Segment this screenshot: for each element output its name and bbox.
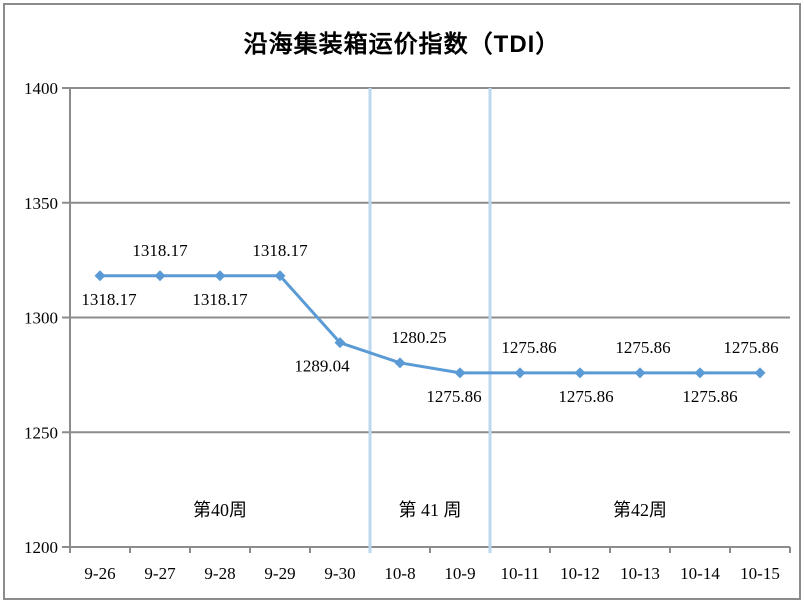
data-label-10-8: 1280.25 (391, 328, 446, 347)
y-axis-label-1200: 1200 (24, 538, 58, 557)
data-point-marker-9-27 (154, 270, 166, 282)
data-label-10-12: 1275.86 (558, 387, 613, 406)
x-axis-label-9-30: 9-30 (324, 564, 355, 583)
y-axis-label-1400: 1400 (24, 79, 58, 98)
data-label-9-26: 1318.17 (81, 290, 137, 309)
x-axis-label-10-13: 10-13 (620, 564, 660, 583)
data-label-10-11: 1275.86 (501, 338, 556, 357)
data-label-9-28: 1318.17 (192, 290, 248, 309)
week-label-2: 第42周 (613, 500, 667, 520)
data-point-marker-10-11 (514, 367, 526, 379)
y-axis-label-1300: 1300 (24, 309, 58, 328)
data-label-10-14: 1275.86 (682, 387, 737, 406)
x-axis-label-10-9: 10-9 (444, 564, 475, 583)
data-point-marker-10-9 (454, 367, 466, 379)
series-line-TDI (98, 274, 762, 375)
data-point-marker-9-26 (94, 270, 106, 282)
data-label-10-13: 1275.86 (615, 338, 670, 357)
x-axis-label-10-8: 10-8 (384, 564, 415, 583)
data-point-marker-9-30 (334, 337, 346, 349)
week-label-1: 第 41 周 (399, 500, 462, 520)
x-axis-label-9-29: 9-29 (264, 564, 295, 583)
chart-title: 沿海集装箱运价指数（TDI） (243, 31, 561, 58)
x-axis-label-9-28: 9-28 (204, 564, 235, 583)
y-axis-label-1350: 1350 (24, 194, 58, 213)
x-axis-label-10-12: 10-12 (560, 564, 600, 583)
data-point-marker-10-15 (754, 367, 766, 379)
data-label-9-30: 1289.04 (294, 357, 350, 376)
data-label-9-29: 1318.17 (252, 241, 308, 260)
x-axis-label-10-14: 10-14 (680, 564, 720, 583)
x-axis-label-10-15: 10-15 (740, 564, 780, 583)
data-point-marker-10-8 (394, 357, 406, 369)
data-point-marker-10-12 (574, 367, 586, 379)
data-label-10-9: 1275.86 (426, 387, 481, 406)
x-axis-label-9-27: 9-27 (144, 564, 176, 583)
x-axis-label-9-26: 9-26 (84, 564, 115, 583)
week-label-0: 第40周 (193, 500, 247, 520)
data-label-9-27: 1318.17 (132, 241, 188, 260)
y-axis-label-1250: 1250 (24, 423, 58, 442)
data-point-marker-10-14 (694, 367, 706, 379)
data-point-marker-10-13 (634, 367, 646, 379)
data-label-10-15: 1275.86 (723, 338, 778, 357)
x-axis-label-10-11: 10-11 (500, 564, 539, 583)
data-point-marker-9-29 (274, 270, 286, 282)
data-point-marker-9-28 (214, 270, 226, 282)
